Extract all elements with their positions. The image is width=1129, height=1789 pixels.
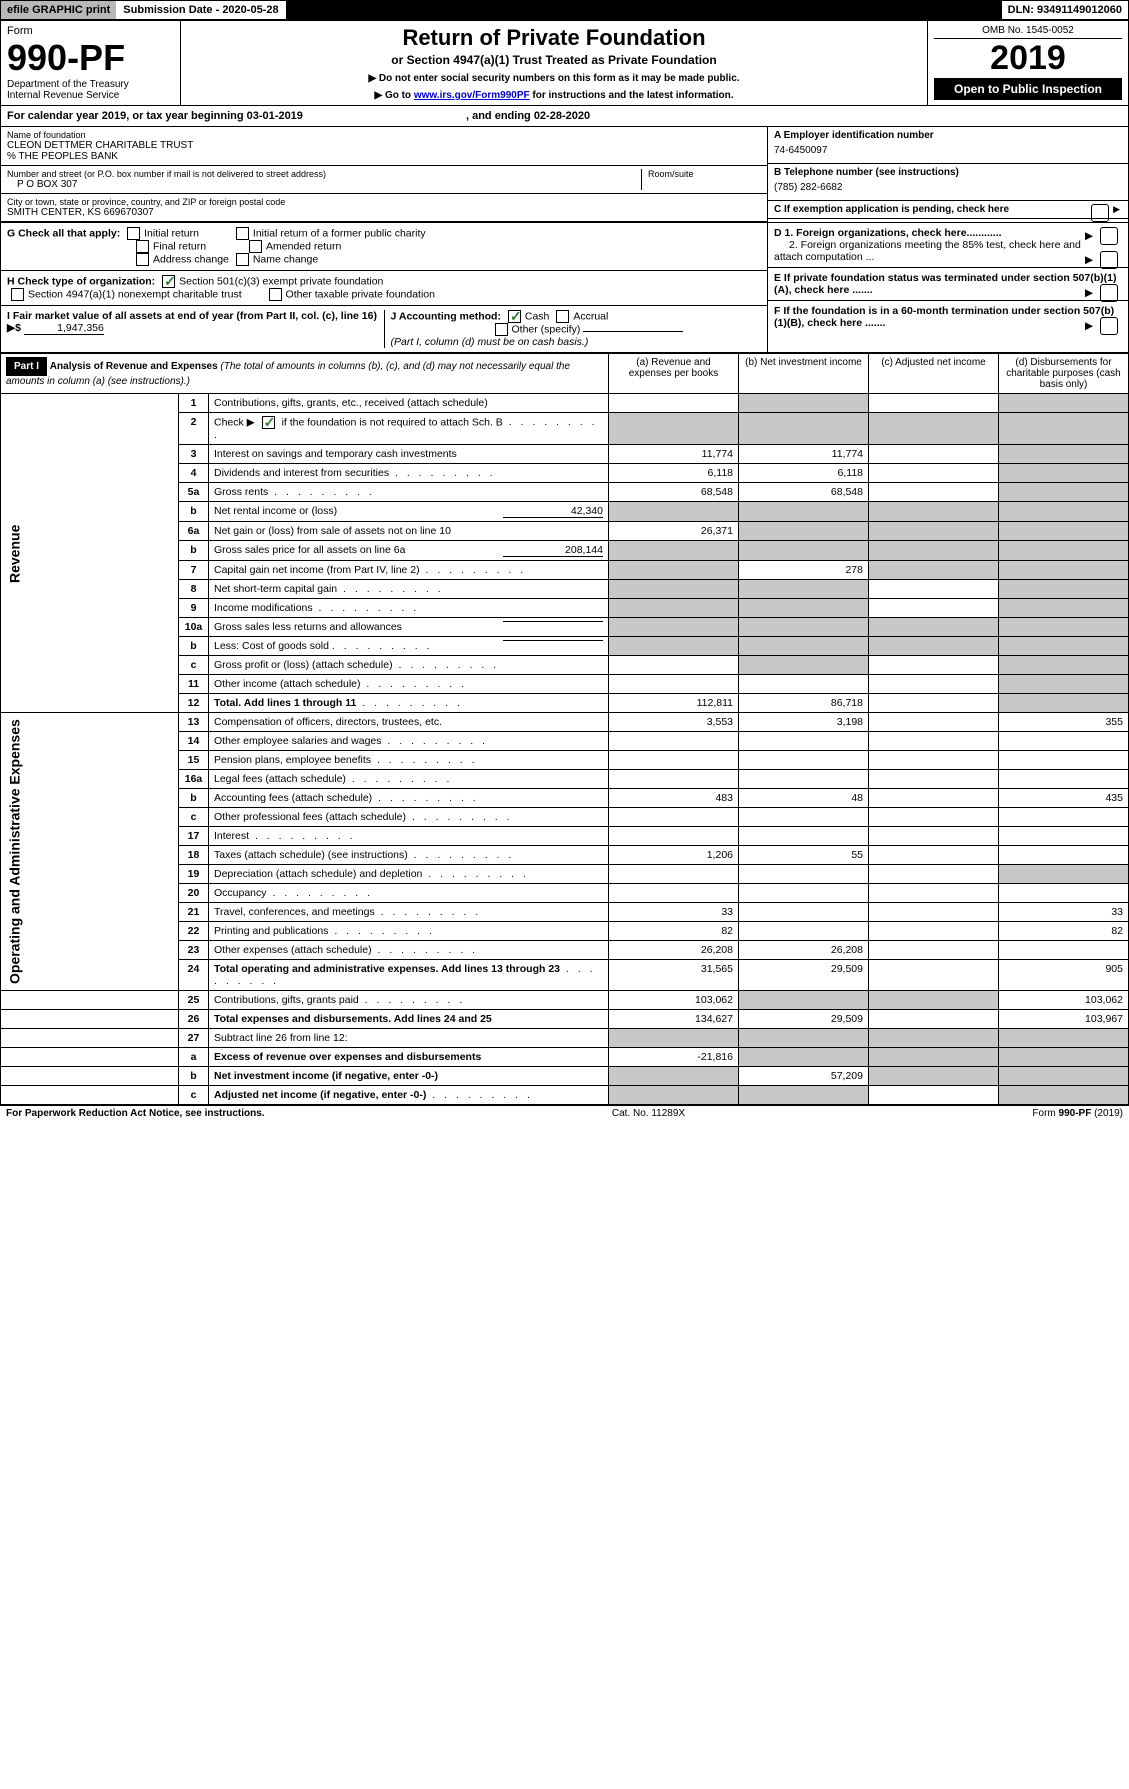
name-change-cb[interactable] xyxy=(236,253,249,266)
dln: DLN: 93491149012060 xyxy=(1002,1,1128,19)
accrual-cb[interactable] xyxy=(556,310,569,323)
header-center: Return of Private Foundation or Section … xyxy=(181,21,928,105)
efile-label: efile GRAPHIC print xyxy=(1,1,117,19)
irs: Internal Revenue Service xyxy=(7,90,174,101)
submission-date: Submission Date - 2020-05-28 xyxy=(117,1,285,19)
e-cb[interactable] xyxy=(1100,284,1118,302)
expenses-label: Operating and Administrative Expenses xyxy=(1,713,179,991)
other-taxable-cb[interactable] xyxy=(269,288,282,301)
tax-year: 2019 xyxy=(934,39,1122,78)
phone-block: B Telephone number (see instructions) (7… xyxy=(768,164,1128,201)
note1: ▶ Do not enter social security numbers o… xyxy=(187,73,921,84)
calendar-year-row: For calendar year 2019, or tax year begi… xyxy=(0,106,1129,127)
header-right: OMB No. 1545-0052 2019 Open to Public In… xyxy=(928,21,1128,105)
room-suite: Room/suite xyxy=(641,169,761,190)
form-header: Form 990-PF Department of the Treasury I… xyxy=(0,20,1129,106)
check-section: G Check all that apply: Initial return I… xyxy=(0,223,1129,353)
form-number: 990-PF xyxy=(7,37,174,79)
analysis-table: Part I Analysis of Revenue and Expenses … xyxy=(0,353,1129,1105)
col-b: (b) Net investment income xyxy=(739,354,869,394)
exemption-block: C If exemption application is pending, c… xyxy=(768,201,1128,219)
note2: ▶ Go to www.irs.gov/Form990PF for instru… xyxy=(187,90,921,101)
form-subtitle: or Section 4947(a)(1) Trust Treated as P… xyxy=(187,53,921,67)
4947-cb[interactable] xyxy=(11,288,24,301)
f-cb[interactable] xyxy=(1100,317,1118,335)
address-change-cb[interactable] xyxy=(136,253,149,266)
f-row: F If the foundation is in a 60-month ter… xyxy=(768,301,1128,333)
fmv-value: 1,947,356 xyxy=(24,322,104,335)
amended-cb[interactable] xyxy=(249,240,262,253)
info-grid: Name of foundation CLEON DETTMER CHARITA… xyxy=(0,127,1129,223)
revenue-label: Revenue xyxy=(1,394,179,713)
part-label: Part I xyxy=(6,357,47,376)
form-number-block: Form 990-PF Department of the Treasury I… xyxy=(1,21,181,105)
footer: For Paperwork Reduction Act Notice, see … xyxy=(0,1105,1129,1121)
exemption-checkbox[interactable] xyxy=(1091,204,1109,222)
footer-right: Form 990-PF (2019) xyxy=(1032,1108,1123,1119)
foundation-name: Name of foundation CLEON DETTMER CHARITA… xyxy=(1,127,767,166)
g-row: G Check all that apply: Initial return I… xyxy=(1,223,767,271)
city-row: City or town, state or province, country… xyxy=(1,194,767,222)
footer-left: For Paperwork Reduction Act Notice, see … xyxy=(6,1108,265,1119)
schb-cb[interactable] xyxy=(262,416,275,429)
address-row: Number and street (or P.O. box number if… xyxy=(1,166,767,194)
col-c: (c) Adjusted net income xyxy=(869,354,999,394)
initial-return-cb[interactable] xyxy=(127,227,140,240)
501c3-cb[interactable] xyxy=(162,275,175,288)
final-return-cb[interactable] xyxy=(136,240,149,253)
footer-mid: Cat. No. 11289X xyxy=(612,1108,685,1119)
open-inspection: Open to Public Inspection xyxy=(934,78,1122,100)
d-row: D 1. Foreign organizations, check here..… xyxy=(768,223,1128,268)
info-left: Name of foundation CLEON DETTMER CHARITA… xyxy=(1,127,768,222)
other-method-cb[interactable] xyxy=(495,323,508,336)
form-title: Return of Private Foundation xyxy=(187,25,921,51)
e-row: E If private foundation status was termi… xyxy=(768,268,1128,301)
ein-block: A Employer identification number 74-6450… xyxy=(768,127,1128,164)
top-bar: efile GRAPHIC print Submission Date - 20… xyxy=(0,0,1129,20)
initial-former-cb[interactable] xyxy=(236,227,249,240)
irs-link[interactable]: www.irs.gov/Form990PF xyxy=(414,90,530,101)
check-right: D 1. Foreign organizations, check here..… xyxy=(768,223,1128,352)
cash-cb[interactable] xyxy=(508,310,521,323)
info-right: A Employer identification number 74-6450… xyxy=(768,127,1128,222)
check-left: G Check all that apply: Initial return I… xyxy=(1,223,768,352)
col-d: (d) Disbursements for charitable purpose… xyxy=(999,354,1129,394)
form-label: Form xyxy=(7,25,174,37)
d2-cb[interactable] xyxy=(1100,251,1118,269)
dept: Department of the Treasury xyxy=(7,79,174,90)
h-row: H Check type of organization: Section 50… xyxy=(1,271,767,306)
ij-row: I Fair market value of all assets at end… xyxy=(1,306,767,352)
col-a: (a) Revenue and expenses per books xyxy=(609,354,739,394)
omb: OMB No. 1545-0052 xyxy=(934,25,1122,39)
d1-cb[interactable] xyxy=(1100,227,1118,245)
